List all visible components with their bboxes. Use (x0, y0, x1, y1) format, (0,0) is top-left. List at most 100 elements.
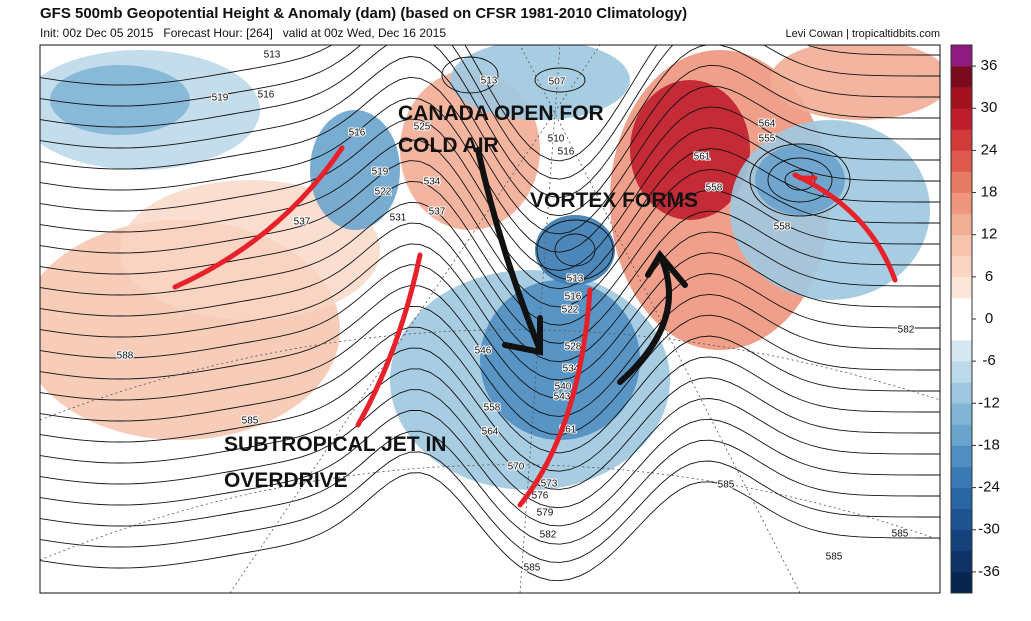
contour-label: 555 (759, 134, 776, 145)
contour-ring (767, 157, 833, 203)
colorbar-segment (951, 66, 972, 88)
contour-label: 534 (563, 364, 580, 375)
contour-label: 510 (548, 134, 565, 145)
contour-ring (534, 67, 586, 93)
contour-line (40, 389, 940, 509)
map: 513 519 516 516 519 522 531 537 534 537 525 513 507 5… (40, 45, 940, 593)
colorbar-segment (951, 234, 972, 257)
contour-label: 546 (475, 346, 492, 357)
colorbar-segment (951, 508, 972, 531)
colorbar-segment (951, 213, 972, 235)
contour-label: 540 (555, 382, 572, 393)
contour-line (40, 347, 940, 472)
contour-line (40, 409, 940, 527)
contour-label: 513 (264, 50, 281, 61)
annotations: CANADA OPEN FOR COLD AIR VORTEX FORMS SUBTR… (224, 102, 698, 492)
contour-label: 528 (565, 342, 582, 353)
colorbar-tick-label: -36 (978, 563, 1000, 580)
contour-label: 537 (294, 217, 311, 228)
annotation: CANADA OPEN FOR (398, 102, 604, 125)
colorbar-tick-label: 18 (981, 184, 998, 201)
contour-label: 558 (774, 222, 791, 233)
colorbar-tick-label: -24 (978, 479, 1000, 496)
contour-line (40, 285, 940, 417)
annotation: VORTEX FORMS (530, 189, 698, 212)
annotation: COLD AIR (398, 134, 499, 157)
contour-label: 513 (567, 274, 584, 285)
contour-label: 516 (349, 128, 366, 139)
contour-line (40, 222, 940, 363)
colorbar-segment (951, 171, 972, 193)
contour-label: 564 (482, 427, 499, 438)
colorbar-tick-label: -12 (978, 394, 1000, 411)
contour-line (40, 326, 940, 454)
contour-ring (536, 219, 614, 281)
colorbar-tick-label: 6 (985, 268, 993, 285)
colorbar-segment (951, 319, 972, 341)
contour-label: 582 (540, 530, 557, 541)
contour-label: 522 (562, 305, 579, 316)
contour-ring (554, 233, 596, 267)
title: GFS 500mb Geopotential Height & Anomaly … (40, 5, 687, 22)
colorbar-segment (951, 276, 972, 299)
contour-line (40, 45, 940, 180)
colorbar-segment (951, 382, 972, 404)
contour-label: 522 (375, 187, 392, 198)
contour-label: 585 (524, 563, 541, 574)
contour-line (40, 451, 940, 563)
lat-lon-grid (40, 45, 940, 593)
contour-line (40, 264, 940, 399)
colorbar-segment (951, 424, 972, 446)
contour-label: 537 (429, 207, 446, 218)
annotation: OVERDRIVE (224, 469, 348, 492)
colorbar-tick-label: 30 (981, 99, 998, 116)
contour-label: 519 (212, 93, 229, 104)
contour-ring (441, 56, 499, 94)
colorbar-tick-label: -30 (978, 521, 1000, 538)
colorbar-segment (951, 487, 972, 509)
contour-label: 543 (554, 392, 571, 403)
contour-label: 507 (549, 77, 566, 88)
contour-label: 516 (565, 292, 582, 303)
colorbar-segment (951, 571, 972, 594)
contour-label: 525 (414, 122, 431, 133)
contour-label: 585 (242, 416, 259, 427)
annotation: SUBTROPICAL JET IN (224, 433, 446, 456)
contour-label: 516 (558, 147, 575, 158)
contour-line (40, 201, 940, 344)
contour-line (40, 472, 940, 582)
contour-line (40, 430, 940, 545)
contour-line (40, 45, 940, 198)
contour-line (40, 76, 940, 235)
colorbar-segment (951, 192, 972, 214)
red-arrows (172, 145, 898, 508)
contour-label: 570 (508, 462, 525, 473)
colorbar-segment (951, 445, 972, 467)
contour-label: 585 (718, 480, 735, 491)
map-frame (39, 44, 941, 594)
contour-label: 516 (258, 90, 275, 101)
colorbar-tick-label: 24 (981, 141, 998, 158)
contour-label: 564 (759, 119, 776, 130)
colorbar-segment (951, 45, 972, 67)
contour-line (40, 160, 940, 308)
height-contours (40, 45, 940, 582)
contour-label: 558 (484, 403, 501, 414)
contour-ring (749, 143, 851, 217)
contour-label: 519 (372, 167, 389, 178)
colorbar-tick-label: 12 (981, 226, 998, 243)
colorbar-segment (951, 361, 972, 383)
colorbar-segment (951, 297, 972, 320)
colorbar-tick-label: 36 (981, 57, 998, 74)
contour-label: 576 (532, 491, 549, 502)
contour-line (40, 56, 940, 217)
contour-label: 585 (826, 552, 843, 563)
colorbar-segment (951, 150, 972, 172)
colorbar-segment (951, 129, 972, 151)
contour-line (40, 305, 940, 436)
colorbar: 36 30 24 18 12 6 0 -6 -12 -18 -24 -30 -36 (950, 44, 1000, 594)
colorbar-segment (951, 87, 972, 109)
colorbar-segment (951, 466, 972, 488)
credit: Levi Cowan | tropicaltidbits.com (786, 28, 940, 40)
